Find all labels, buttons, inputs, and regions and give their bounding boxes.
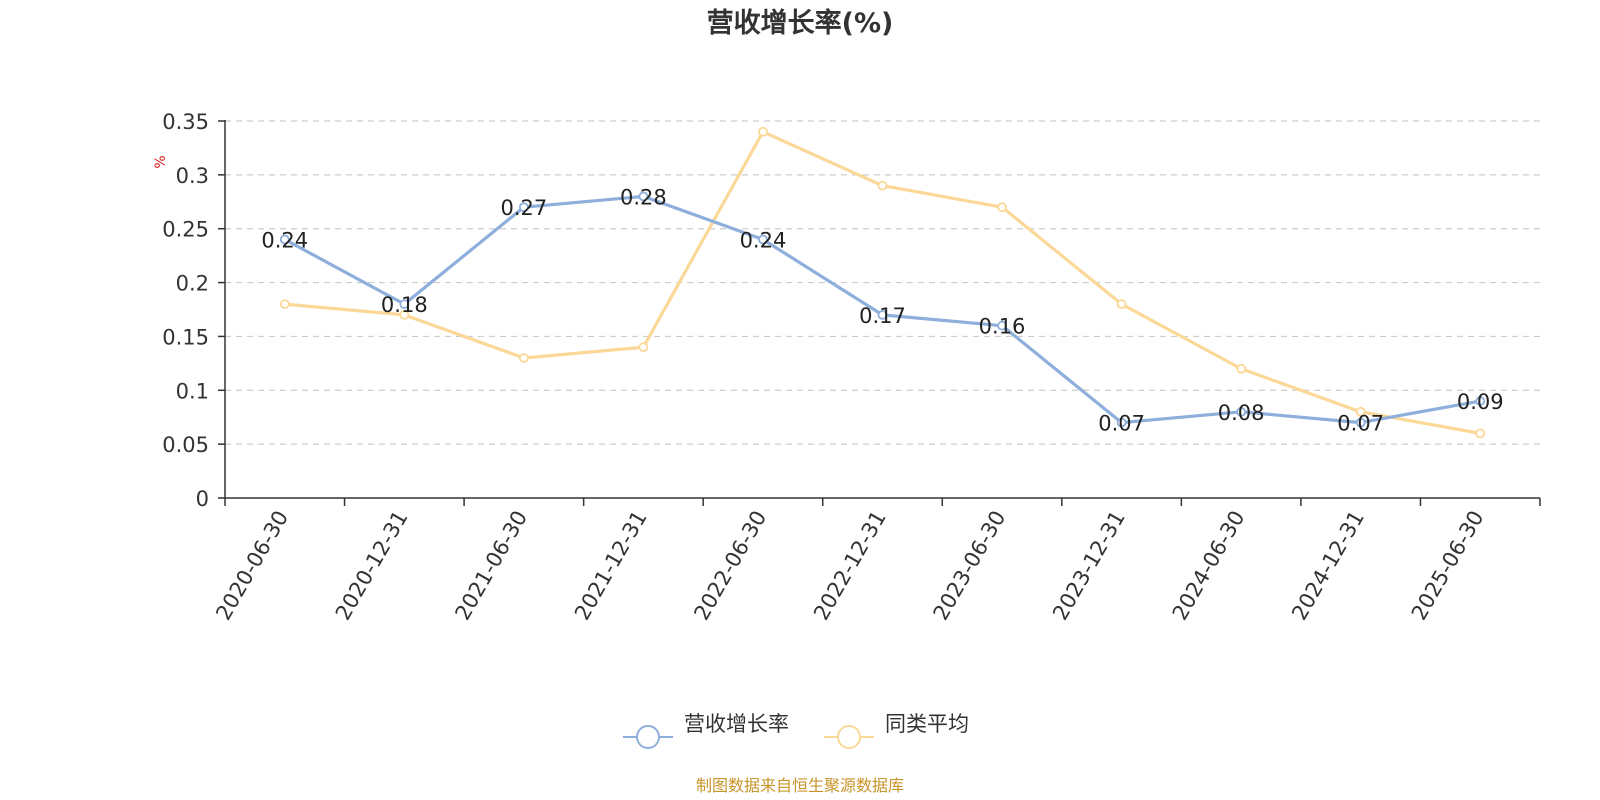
- data-point: [518, 202, 529, 213]
- data-label: 0.08: [1218, 401, 1265, 425]
- data-label: 0.18: [381, 293, 428, 317]
- data-point: [758, 126, 768, 137]
- data-point: [997, 202, 1007, 213]
- x-tick-label: 2022-06-30: [689, 507, 771, 625]
- legend-label: 同类平均: [885, 712, 969, 736]
- data-point: [1116, 299, 1127, 310]
- y-axis-label: %: [153, 155, 169, 168]
- data-point: [877, 180, 888, 191]
- data-label: 0.27: [500, 196, 547, 220]
- x-tick-label: 2021-12-31: [570, 507, 652, 625]
- series: [279, 126, 1486, 439]
- data-point: [1236, 363, 1247, 374]
- data-label: 0.09: [1457, 390, 1504, 414]
- y-tick-label: 0.25: [162, 218, 209, 242]
- data-point: [279, 234, 290, 245]
- data-point: [518, 353, 529, 363]
- data-label: 0.07: [1337, 412, 1384, 436]
- data-labels: 0.24 0.18 0.27 0.28 0.24 0.17 0.16 0.07 0.08 0.07…: [261, 185, 1503, 435]
- legend-swatch-marker: [636, 725, 660, 749]
- series-line: [284, 130, 1481, 435]
- data-label: 0.24: [261, 228, 308, 252]
- x-tick-label: 2025-06-30: [1407, 507, 1489, 625]
- legend-item-revenue-growth[interactable]: 营收增长率: [623, 712, 789, 749]
- x-tick-label: 2024-12-31: [1287, 507, 1369, 625]
- data-point: [1475, 428, 1486, 439]
- x-tick-label: 2023-12-31: [1048, 507, 1130, 625]
- data-label: 0.17: [859, 304, 906, 328]
- x-tick-label: 2020-06-30: [211, 507, 293, 625]
- y-tick-label: 0.35: [162, 110, 209, 134]
- legend-swatch-marker: [837, 725, 861, 749]
- x-tick-label: 2024-06-30: [1168, 507, 1250, 625]
- data-point: [638, 191, 649, 202]
- data-label: 0.28: [620, 185, 667, 209]
- data-point: [1355, 417, 1366, 428]
- data-point: [1236, 406, 1247, 417]
- data-point: [279, 299, 290, 310]
- x-ticks: 2020-06-30 2020-12-31 2021-06-30 2021-12-31…: [211, 498, 1541, 625]
- y-tick-label: 0.05: [162, 433, 209, 457]
- y-tick-label: 0.1: [176, 379, 209, 403]
- data-label: 0.07: [1098, 412, 1145, 436]
- x-tick-label: 2021-06-30: [450, 507, 532, 625]
- axes: [224, 120, 1540, 499]
- series-peer-average: [279, 126, 1486, 439]
- data-point: [399, 309, 410, 320]
- chart-title: 营收增长率(%): [707, 7, 894, 39]
- legend-item-peer-average[interactable]: 同类平均: [824, 712, 969, 749]
- legend-label: 营收增长率: [684, 712, 789, 736]
- data-point: [638, 342, 649, 353]
- data-point: [1116, 417, 1127, 428]
- y-tick-label: 0.2: [176, 272, 209, 296]
- data-point: [997, 320, 1007, 331]
- data-point: [1475, 396, 1486, 406]
- x-tick-label: 2020-12-31: [331, 507, 413, 625]
- data-label: 0.24: [740, 228, 787, 252]
- legend[interactable]: 营收增长率 同类平均: [623, 712, 969, 749]
- y-tick-label: 0: [196, 487, 209, 511]
- y-ticks: 0 0.05 0.1 0.15 0.2 0.25 0.3 0.35: [162, 110, 225, 511]
- data-point: [399, 299, 410, 310]
- data-point: [758, 234, 768, 245]
- data-point: [877, 309, 888, 320]
- x-tick-label: 2023-06-30: [929, 506, 1011, 624]
- data-label: 0.16: [979, 315, 1026, 339]
- source-note: 制图数据来自恒生聚源数据库: [696, 776, 904, 795]
- series-revenue-growth: [279, 191, 1486, 428]
- y-tick-label: 0.3: [176, 164, 209, 188]
- grid-lines: [225, 120, 1540, 445]
- y-tick-label: 0.15: [162, 325, 209, 349]
- x-tick-label: 2022-12-31: [809, 507, 891, 625]
- data-point: [1355, 406, 1366, 417]
